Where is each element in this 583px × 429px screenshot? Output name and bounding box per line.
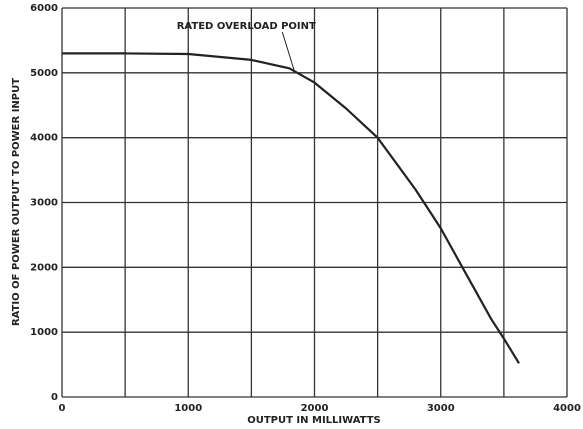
x-tick-label: 1000	[174, 403, 202, 414]
y-axis-label: RATIO OF POWER OUTPUT TO POWER INPUT	[11, 78, 22, 326]
y-tick-label: 4000	[30, 133, 58, 144]
x-axis-label: OUTPUT IN MILLIWATTS	[247, 415, 381, 426]
x-tick-label: 2000	[301, 403, 329, 414]
y-tick-label: 6000	[30, 3, 58, 14]
x-tick-label: 4000	[553, 403, 581, 414]
y-tick-label: 2000	[30, 262, 58, 273]
y-tick-label: 0	[51, 392, 58, 403]
annotation: RATED OVERLOAD POINT	[177, 21, 316, 32]
x-tick-label: 0	[59, 403, 66, 414]
y-tick-label: 5000	[30, 68, 58, 79]
y-tick-label: 3000	[30, 198, 58, 209]
annotation-leader	[281, 31, 295, 72]
x-tick-label: 3000	[427, 403, 455, 414]
data-line	[62, 52, 520, 364]
y-tick-label: 1000	[30, 327, 58, 338]
